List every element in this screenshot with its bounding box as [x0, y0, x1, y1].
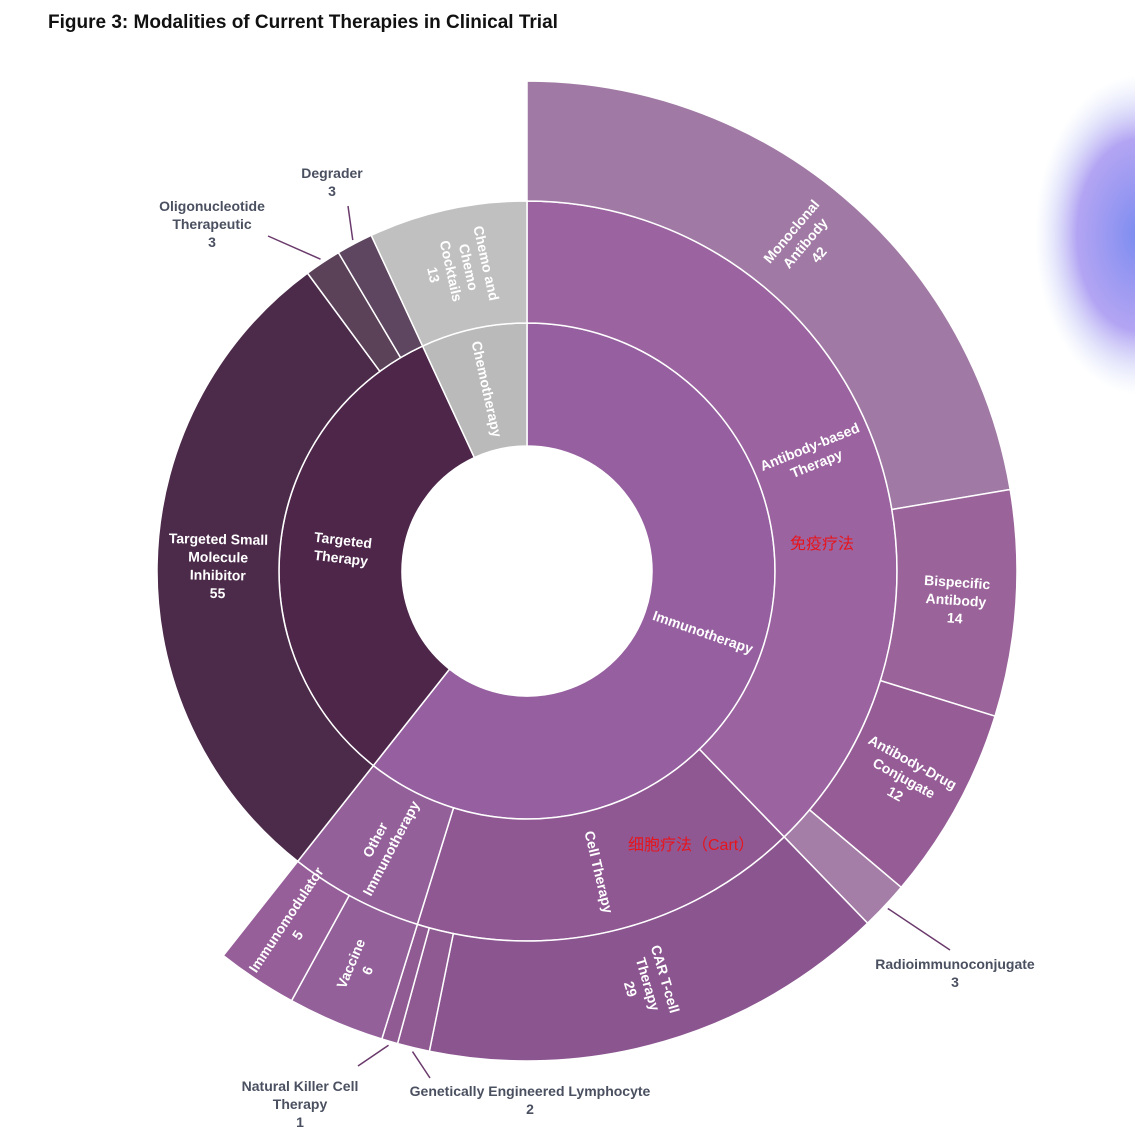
leader-line — [357, 1044, 389, 1067]
outside-label: Oligonucleotide Therapeutic 3 — [142, 197, 282, 251]
annotation: 细胞疗法（Cart） — [628, 837, 755, 854]
sunburst-leaf — [370, 200, 528, 348]
label-value: 1 — [296, 1114, 304, 1130]
chart-title: Figure 3: Modalities of Current Therapie… — [48, 12, 558, 33]
label-name: Degrader — [301, 165, 363, 181]
outside-label: Genetically Engineered Lymphocyte 2 — [380, 1082, 680, 1118]
label-value: 3 — [208, 234, 216, 250]
sunburst-leaf — [156, 272, 381, 863]
label-name: Targeted Small Molecule Inhibitor — [168, 530, 269, 584]
decoration — [1035, 75, 1135, 395]
outside-label: Radioimmunoconjugate 3 — [855, 955, 1055, 991]
label-value: 2 — [526, 1101, 534, 1117]
leader-line — [347, 205, 354, 241]
leader-line — [887, 907, 951, 951]
label-name: Genetically Engineered Lymphocyte — [409, 1083, 651, 1099]
label-value: 3 — [951, 974, 959, 990]
sunburst-leaf — [526, 80, 1012, 511]
label-name: Natural Killer Cell Therapy — [241, 1078, 359, 1112]
sunburst-leaf — [222, 860, 351, 1002]
outside-label: Natural Killer Cell Therapy 1 — [240, 1077, 360, 1131]
segment-label: Bispecific Antibody 14 — [899, 569, 1012, 630]
segment-label: Targeted Small Molecule Inhibitor 55 — [162, 529, 273, 603]
annotation: 免疫疗法 — [790, 536, 855, 553]
label-value: 55 — [209, 584, 226, 601]
label-value: 3 — [328, 183, 336, 199]
label-name: Radioimmunoconjugate — [875, 956, 1035, 972]
label-name: Oligonucleotide Therapeutic — [159, 198, 265, 232]
leader-line — [267, 235, 321, 260]
outside-label: Degrader 3 — [282, 164, 382, 200]
leader-line — [411, 1051, 431, 1079]
